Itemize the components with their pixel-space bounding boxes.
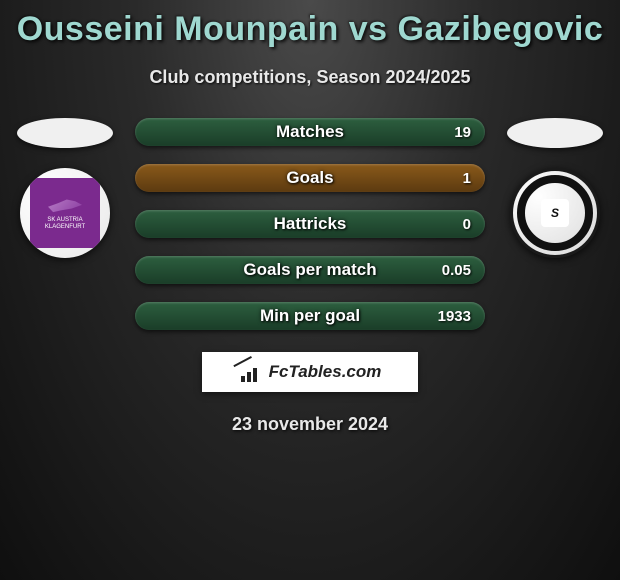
content-row: SK AUSTRIA KLAGENFURT Matches 19 Goals 1 Hat… [0,118,620,330]
stat-bar-goals-per-match: Goals per match 0.05 [135,256,485,284]
stat-value: 19 [454,124,471,141]
stat-bar-hattricks: Hattricks 0 [135,210,485,238]
stat-label: Matches [276,122,344,142]
team-crest-right: S [510,168,600,258]
player-right-column: S [503,118,607,258]
player-left-placeholder [17,118,113,148]
brand-text: FcTables.com [269,362,382,382]
stat-value: 0.05 [442,262,471,279]
team-crest-left: SK AUSTRIA KLAGENFURT [20,168,110,258]
comparison-card: Ousseini Mounpain vs Gazibegovic Club co… [0,0,620,580]
date-text: 23 november 2024 [0,414,620,435]
bird-icon [48,196,82,214]
stat-label: Hattricks [274,214,347,234]
stat-value: 0 [463,216,471,233]
bar-chart-icon [239,362,263,382]
crest-left-line2: KLAGENFURT [45,224,85,231]
player-right-placeholder [507,118,603,148]
stat-label: Goals [286,168,333,188]
brand-badge[interactable]: FcTables.com [202,352,418,392]
player-left-column: SK AUSTRIA KLAGENFURT [13,118,117,258]
stat-label: Min per goal [260,306,360,326]
stat-bar-min-per-goal: Min per goal 1933 [135,302,485,330]
stat-bar-goals: Goals 1 [135,164,485,192]
crest-left-line1: SK AUSTRIA [47,217,82,224]
stat-value: 1 [463,170,471,187]
stat-bar-matches: Matches 19 [135,118,485,146]
subtitle: Club competitions, Season 2024/2025 [0,67,620,88]
crest-left-inner: SK AUSTRIA KLAGENFURT [30,178,100,248]
crest-right-letter: S [541,199,569,227]
stat-value: 1933 [438,308,471,325]
stats-column: Matches 19 Goals 1 Hattricks 0 Goals per match… [135,118,485,330]
stat-label: Goals per match [243,260,376,280]
crest-right-ring: S [517,175,593,251]
page-title: Ousseini Mounpain vs Gazibegovic [0,0,620,49]
